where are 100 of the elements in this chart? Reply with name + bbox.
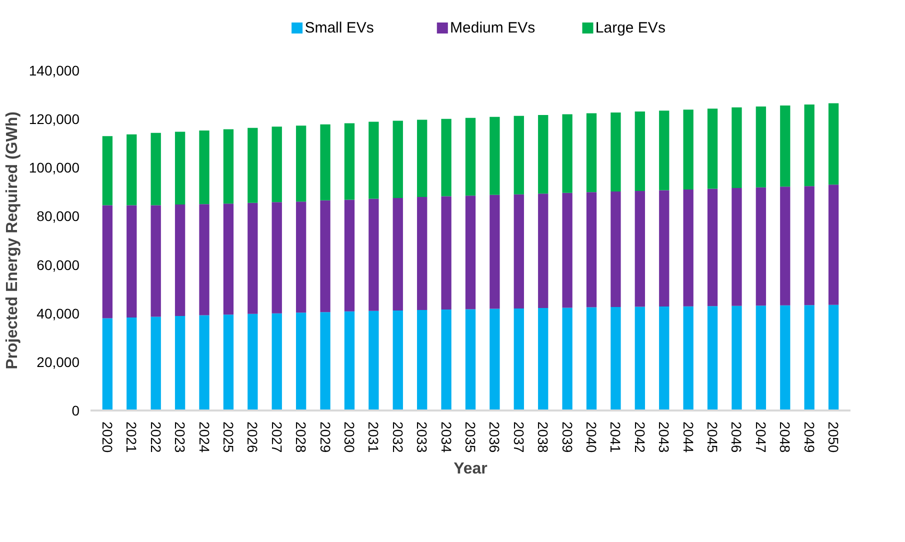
bar [248,314,258,410]
x-tick-label: 2048 [777,422,794,453]
bar [659,306,670,410]
bar [126,134,137,206]
bar [223,314,234,410]
x-tick-label: 2027 [268,422,285,453]
x-tick-label: 2045 [704,422,721,453]
bar [780,105,790,187]
bar [756,106,766,188]
bar [417,310,428,410]
x-tick-label: 2036 [486,422,503,453]
bar [102,318,113,410]
x-tick-label: 2041 [608,422,624,453]
y-tick-label: 80,000 [36,208,80,224]
bar [828,184,839,305]
bar [659,190,670,307]
legend-label: Large EVs [595,20,666,36]
bar [756,306,766,410]
bar [296,126,306,202]
bar [296,312,306,410]
bar [562,114,572,193]
bar [514,194,524,308]
bar [610,112,621,192]
bar [683,306,694,410]
bar [344,311,355,410]
bar [683,110,694,190]
bar [272,126,282,202]
bar [223,129,234,204]
bar [368,122,379,199]
x-tick-label: 2028 [293,422,310,453]
bar [804,305,814,410]
bar [514,116,524,194]
bar [586,307,597,410]
bar [634,306,646,410]
bar [610,307,621,410]
bar [392,310,403,410]
bar [683,190,694,306]
bar [514,308,524,410]
bar [538,114,548,194]
bar [659,110,670,190]
bar [199,315,210,410]
bar [272,313,282,410]
x-tick-label: 2034 [438,422,454,453]
bar [126,317,137,410]
bar [102,136,113,206]
bar [610,191,621,308]
bar [344,200,355,312]
x-tick-label: 2031 [366,422,382,453]
bar [296,202,306,313]
bar [320,124,330,200]
bar [780,186,790,306]
bar [344,123,355,200]
y-tick-label: 140,000 [28,62,80,78]
bar [586,113,597,192]
x-tick-label: 2033 [414,422,430,453]
x-tick-label: 2042 [632,422,648,453]
bar [223,204,234,315]
bar [707,306,718,410]
x-tick-label: 2025 [220,422,236,453]
x-tick-label: 2020 [99,422,116,453]
bar [538,194,548,308]
legend-label: Medium EVs [450,20,536,36]
bar [465,196,476,310]
x-tick-label: 2043 [656,422,672,453]
bar [174,132,186,205]
y-tick-label: 100,000 [28,160,80,176]
bar [199,130,210,204]
bar [150,132,161,206]
bar [732,188,742,306]
x-tick-label: 2037 [510,422,527,453]
bar [707,188,718,306]
y-tick-label: 20,000 [36,354,80,370]
bar [441,196,452,310]
x-tick-label: 2035 [462,422,478,453]
bar [828,103,839,185]
x-tick-label: 2040 [584,422,600,453]
x-tick-label: 2026 [244,422,261,453]
bar [490,194,500,309]
x-tick-label: 2021 [124,422,140,453]
x-tick-label: 2030 [341,422,358,453]
bar [634,112,646,191]
bar [441,118,452,196]
bar [150,205,161,317]
bar [732,107,742,188]
x-tick-label: 2046 [728,422,745,453]
bar [586,192,597,308]
x-tick-label: 2049 [801,422,818,453]
x-axis-title: Year [454,460,488,478]
bar [490,308,500,410]
bar [756,187,766,306]
bar [417,197,428,310]
bar [320,312,330,410]
bar [465,118,476,196]
bar [465,309,476,410]
bar [417,120,428,198]
bar [780,305,790,410]
bar [538,308,548,410]
y-tick-label: 60,000 [36,256,80,273]
bar [126,205,137,318]
bar [102,205,113,318]
